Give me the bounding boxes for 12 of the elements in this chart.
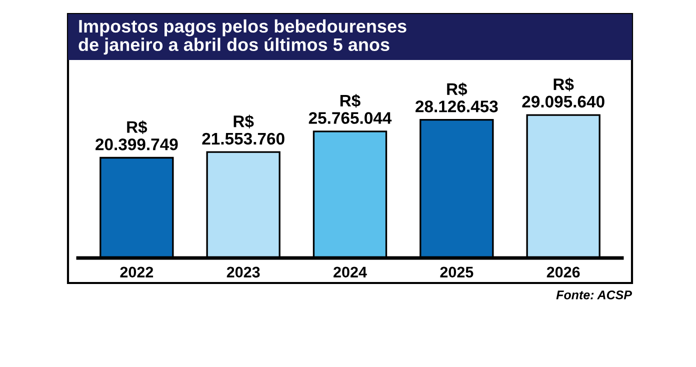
data-label: R$ 28.126.453: [416, 82, 498, 112]
data-label: R$ 20.399.749: [96, 120, 178, 150]
x-tick-label: 2024: [334, 266, 367, 278]
source-note: Fonte: ACSP: [556, 290, 632, 300]
data-label: R$ 21.553.760: [202, 114, 284, 145]
data-label: R$ 25.765.044: [308, 94, 392, 124]
x-tick-label: 2022: [120, 266, 154, 278]
x-tick-label: 2023: [226, 266, 260, 278]
x-tick-label: 2025: [440, 266, 474, 278]
chart-title: Impostos pagos pelos bebedourenses de janeiro a abril dos últimos 5 anos: [78, 19, 406, 55]
x-tick-label: 2026: [546, 266, 580, 278]
data-label: R$ 29.095.640: [522, 78, 604, 108]
